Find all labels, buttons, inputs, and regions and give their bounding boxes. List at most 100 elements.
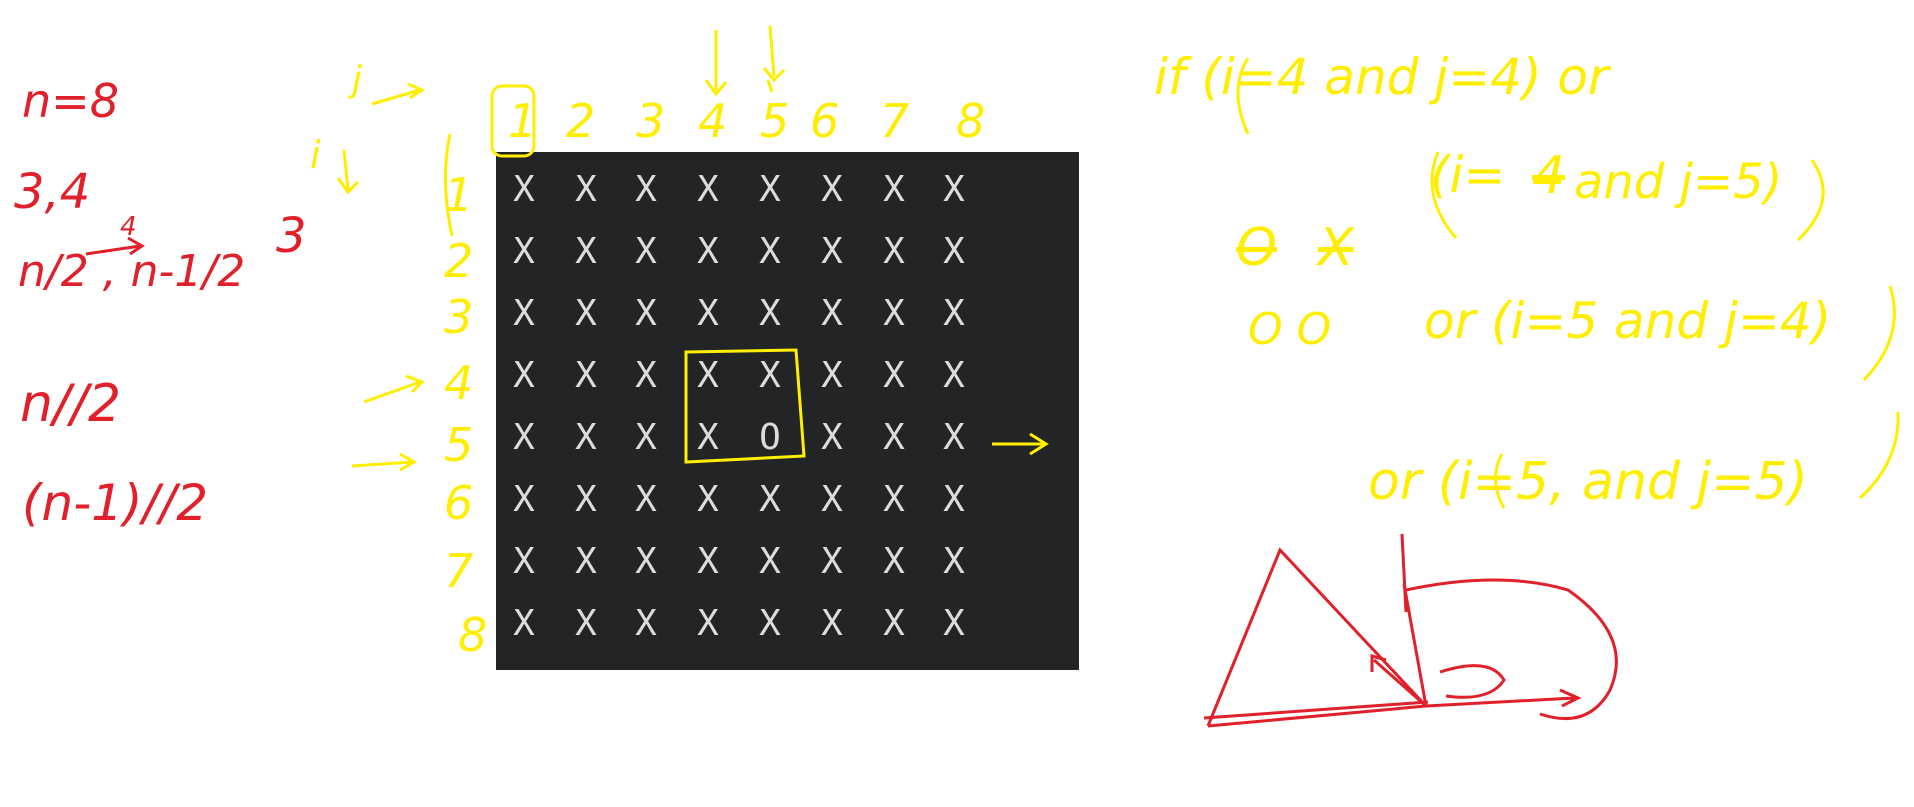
row-bracket	[443, 133, 454, 237]
grid-cell: X	[943, 355, 965, 396]
grid-cell: X	[943, 231, 965, 272]
grid-right-arrow	[992, 432, 1049, 456]
column-number-label: 8	[956, 94, 986, 148]
grid-cell: X	[759, 603, 781, 644]
col-5-down-arrow	[762, 25, 786, 93]
grid-cell: X	[513, 355, 535, 396]
grid-cell: X	[759, 169, 781, 210]
grid-cell: X	[635, 293, 657, 334]
grid-cell: X	[513, 479, 535, 520]
row-number-label: 3	[444, 290, 474, 344]
grid-cell: X	[759, 293, 781, 334]
column-number-label: 2	[566, 94, 596, 148]
paren-4	[1862, 285, 1896, 382]
grid-cell: X	[635, 355, 657, 396]
condition-line-1: if (i=4 and j=4) or	[1154, 48, 1609, 106]
grid-cell: X	[883, 479, 905, 520]
grid-cell: X	[821, 231, 843, 272]
paren-2	[1430, 151, 1458, 239]
grid-cell: X	[697, 293, 719, 334]
condition-line-2-struck: 4	[1532, 146, 1566, 206]
condition-line-4: or (i=5 and j=4)	[1424, 292, 1832, 350]
note-floor-div-minus-one: (n-1)//2	[22, 474, 209, 532]
grid-cell: X	[513, 293, 535, 334]
row-4-arrow	[363, 374, 425, 404]
grid-cell: X	[513, 169, 535, 210]
grid-cell: X	[513, 417, 535, 458]
column-number-label: 7	[880, 94, 910, 148]
grid-cell: X	[697, 355, 719, 396]
grid-cell: X	[759, 355, 781, 396]
struck-symbol-o: O	[1236, 218, 1277, 278]
condition-line-2-end: and j=5)	[1574, 154, 1783, 210]
grid-cell: X	[821, 417, 843, 458]
note-half-formula-result-4: 4	[120, 212, 137, 242]
grid-cell: X	[697, 479, 719, 520]
grid-cell: X	[759, 541, 781, 582]
grid-cell: X	[759, 479, 781, 520]
grid-cell: X	[943, 169, 965, 210]
grid-cell: X	[513, 541, 535, 582]
grid-cell: X	[821, 355, 843, 396]
grid-cell: X	[635, 169, 657, 210]
grid-cell: X	[575, 355, 597, 396]
grid-cell: X	[575, 417, 597, 458]
note-floor-div: n//2	[20, 374, 122, 434]
condition-symbols: O O	[1248, 304, 1332, 355]
grid-cell: X	[635, 231, 657, 272]
grid-cell: X	[943, 417, 965, 458]
row-number-label: 2	[444, 234, 474, 288]
grid-cell: X	[697, 417, 719, 458]
grid-cell: X	[883, 603, 905, 644]
grid-cell: X	[697, 541, 719, 582]
grid-cell: X	[635, 603, 657, 644]
i-axis-label: i	[310, 133, 321, 177]
grid-cell: X	[575, 231, 597, 272]
i-arrow	[336, 149, 360, 195]
note-n-equals-8: n=8	[22, 74, 119, 128]
paren-5	[1494, 453, 1506, 509]
grid-cell: X	[943, 603, 965, 644]
row-number-label: 7	[444, 544, 474, 598]
grid-cell: X	[697, 169, 719, 210]
grid-cell: X	[943, 479, 965, 520]
column-number-label: 5	[760, 94, 790, 148]
grid-cell: X	[635, 417, 657, 458]
paren-6	[1858, 411, 1900, 500]
grid-cell: X	[883, 541, 905, 582]
grid-cell: X	[697, 231, 719, 272]
grid-cell: X	[575, 293, 597, 334]
grid-cell: X	[821, 479, 843, 520]
triangle-sketch	[1206, 547, 1430, 728]
grid-cell: X	[821, 541, 843, 582]
row-number-label: 4	[444, 356, 474, 410]
red-arrow-over-formula	[85, 236, 145, 256]
grid-cell: X	[575, 541, 597, 582]
column-number-label: 1	[508, 94, 538, 148]
grid-cell: X	[883, 293, 905, 334]
center-square-box	[684, 348, 806, 464]
col-1-highlight-box	[490, 84, 536, 158]
grid-cell: X	[883, 417, 905, 458]
grid-cell: X	[821, 293, 843, 334]
angle-vertical-line	[1400, 533, 1408, 613]
condition-line-5: or (i=5, and j=5)	[1368, 452, 1808, 512]
grid-cell: X	[635, 479, 657, 520]
column-number-label: 6	[810, 94, 840, 148]
row-number-label: 8	[458, 608, 488, 662]
grid-cell: X	[883, 231, 905, 272]
paren-1	[1236, 57, 1250, 135]
grid-cell: O	[759, 417, 781, 458]
grid-cell: X	[635, 541, 657, 582]
note-center-indices: 3,4	[14, 164, 91, 220]
j-axis-label: j	[352, 59, 363, 100]
grid-cell: X	[883, 169, 905, 210]
grid-cell: X	[513, 231, 535, 272]
column-number-label: 3	[636, 94, 666, 148]
grid-cell: X	[575, 169, 597, 210]
struck-symbol-x: X	[1318, 218, 1354, 278]
grid-cell: X	[759, 231, 781, 272]
grid-cell: X	[575, 479, 597, 520]
